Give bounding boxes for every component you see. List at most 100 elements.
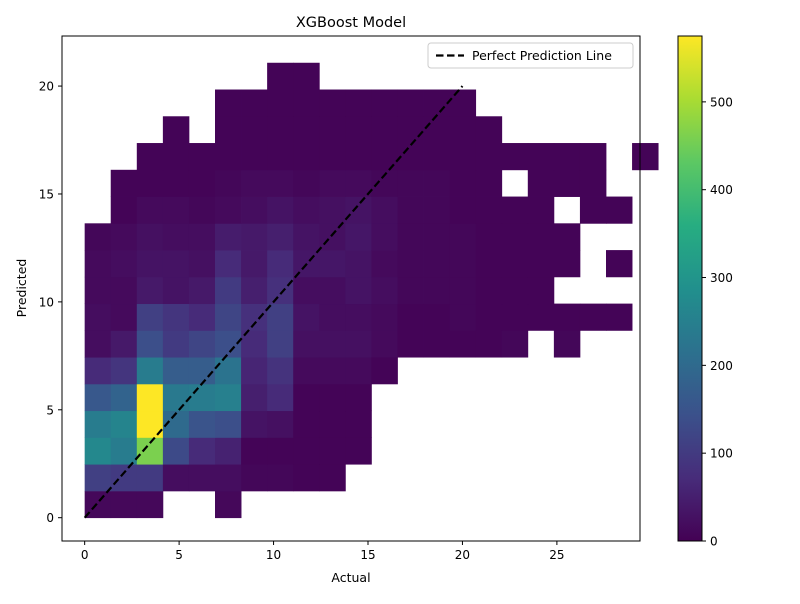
heatmap-cell <box>553 169 581 197</box>
heatmap-cell <box>136 196 164 224</box>
heatmap-cell <box>527 250 555 278</box>
heatmap-cell <box>110 196 138 224</box>
heatmap-cell <box>606 250 633 278</box>
heatmap-cell <box>449 250 477 278</box>
heatmap-cell <box>293 357 320 385</box>
heatmap-cell <box>136 250 164 278</box>
heatmap-cell <box>162 143 190 171</box>
heatmap-cell <box>136 330 164 358</box>
heatmap-cell <box>345 330 372 358</box>
heatmap-cell <box>241 410 268 438</box>
heatmap-cell <box>501 276 529 305</box>
heatmap-cell <box>579 143 607 171</box>
heatmap-cell <box>345 250 372 278</box>
y-axis-ticks: 0 5 10 15 20 <box>39 80 62 525</box>
heatmap-cell <box>319 437 346 465</box>
heatmap-cell <box>345 223 372 251</box>
x-tick-label: 0 <box>81 548 89 562</box>
colorbar-tick-label: 500 <box>710 95 733 109</box>
heatmap-cell <box>241 303 268 331</box>
heatmap-cell <box>449 223 477 251</box>
heatmap-cell <box>319 410 346 438</box>
heatmap-cell <box>215 250 242 278</box>
heatmap-cell <box>188 303 216 331</box>
heatmap-cell <box>267 383 294 412</box>
heatmap-cell <box>293 62 320 90</box>
heatmap-cell <box>267 196 294 224</box>
heatmap-cell <box>397 330 424 358</box>
heatmap-cell <box>423 196 450 224</box>
heatmap-cell <box>319 196 346 224</box>
heatmap-cell <box>215 169 242 197</box>
heatmap-cell <box>267 303 294 331</box>
heatmap-cell <box>423 276 450 305</box>
heatmap-cell <box>215 223 242 251</box>
heatmap-cell <box>293 116 320 144</box>
heatmap-cell <box>319 143 346 171</box>
heatmap-cell <box>162 196 190 224</box>
x-axis-label: Actual <box>331 570 370 585</box>
heatmap-cell <box>215 276 242 305</box>
heatmap-cell <box>423 89 450 117</box>
heatmap-cell <box>267 330 294 358</box>
heatmap-cell <box>215 437 242 465</box>
x-tick-label: 10 <box>266 548 281 562</box>
heatmap-cell <box>371 276 398 305</box>
heatmap-cell <box>267 276 294 305</box>
heatmap-cell <box>84 276 112 305</box>
heatmap-cell <box>293 437 320 465</box>
heatmap-cell <box>501 223 529 251</box>
heatmap-cell <box>241 196 268 224</box>
heatmap-cell <box>241 276 268 305</box>
heatmap-cell <box>475 116 503 144</box>
heatmap-cell <box>215 464 242 492</box>
x-tick-label: 20 <box>455 548 470 562</box>
heatmap-cell <box>319 464 346 492</box>
y-tick-label: 15 <box>39 187 54 201</box>
heatmap-cell <box>162 437 190 465</box>
heatmap-cell <box>136 143 164 171</box>
heatmap-cell <box>423 303 450 331</box>
heatmap-cell <box>267 437 294 465</box>
heatmap-cell <box>84 464 112 492</box>
heatmap-cell <box>319 223 346 251</box>
heatmap-cell <box>136 169 164 197</box>
heatmap-cell <box>345 437 372 465</box>
heatmap-cell <box>188 143 216 171</box>
heatmap-cell <box>345 116 372 144</box>
colorbar-tick-label: 400 <box>710 183 733 197</box>
heatmap-cell <box>501 250 529 278</box>
heatmap-cell <box>423 116 450 144</box>
heatmap-cell <box>136 223 164 251</box>
heatmap-cell <box>110 357 138 385</box>
heatmap-cell <box>215 196 242 224</box>
heatmap-cell <box>579 303 607 331</box>
legend: Perfect Prediction Line <box>427 42 634 69</box>
heatmap-cell <box>188 410 216 438</box>
heatmap-cell <box>319 303 346 331</box>
heatmap-cell <box>423 330 450 358</box>
heatmap-cell <box>110 169 138 197</box>
heatmap-cell <box>110 223 138 251</box>
heatmap-cell <box>345 196 372 224</box>
heatmap-cell <box>449 303 477 331</box>
heatmap-cell <box>110 490 138 519</box>
heatmap-cell <box>267 169 294 197</box>
heatmap-cell <box>188 437 216 465</box>
heatmap-cell <box>397 169 424 197</box>
heatmap-cell <box>397 143 424 171</box>
heatmap-cell <box>293 330 320 358</box>
heatmap-cell <box>84 250 112 278</box>
heatmap-cell <box>371 116 398 144</box>
heatmap-cell <box>215 303 242 331</box>
heatmap-cell <box>345 276 372 305</box>
heatmap-cell <box>188 464 216 492</box>
heatmap-cell <box>162 303 190 331</box>
heatmap-cell <box>397 89 424 117</box>
heatmap-cell <box>397 196 424 224</box>
heatmap-cell <box>188 276 216 305</box>
heatmap-cell <box>553 223 581 251</box>
heatmap-cell <box>475 169 503 197</box>
heatmap-cell <box>475 143 503 171</box>
